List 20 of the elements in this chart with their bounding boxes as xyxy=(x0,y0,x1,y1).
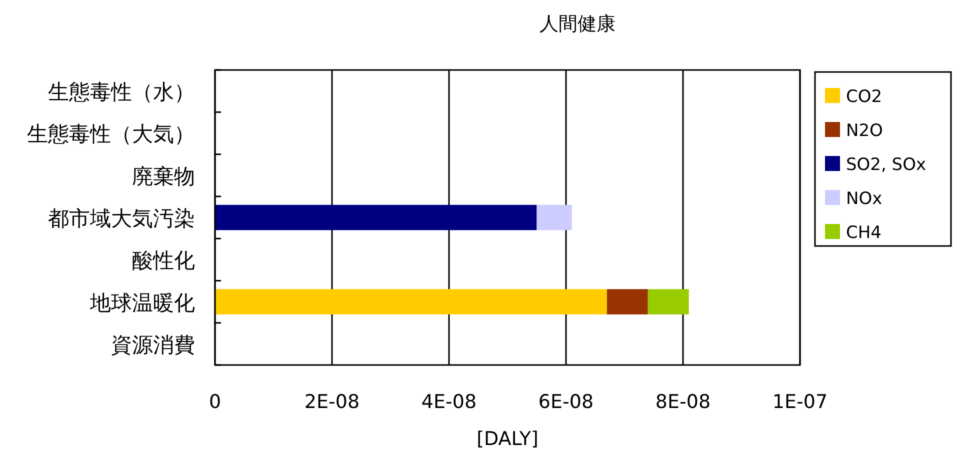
y-tick-label: 資源消費 xyxy=(111,332,195,357)
x-axis-title: [DALY] xyxy=(476,428,538,450)
x-tick-label: 0 xyxy=(208,391,222,413)
x-tick-label: 2E-08 xyxy=(304,391,360,413)
y-tick-label: 地球温暖化 xyxy=(89,290,195,315)
y-tick-label: 酸性化 xyxy=(132,248,195,273)
x-tick-label: 1E-07 xyxy=(772,391,828,413)
legend-label: CH4 xyxy=(846,223,882,243)
y-tick-label: 廃棄物 xyxy=(132,164,195,188)
x-tick-label: 4E-08 xyxy=(421,391,477,413)
legend-label: N2O xyxy=(846,121,883,141)
y-tick-label: 生態毒性（水） xyxy=(48,80,195,104)
y-tick-label: 都市域大気汚染 xyxy=(48,206,195,230)
x-tick-label: 6E-08 xyxy=(538,391,594,413)
legend-label: SO2, SOx xyxy=(846,155,926,175)
legend-label: CO2 xyxy=(846,87,882,107)
legend-label: NOx xyxy=(846,189,882,209)
y-tick-label: 生態毒性（大気） xyxy=(27,122,195,146)
x-tick-label: 8E-08 xyxy=(655,391,711,413)
chart-title: 人間健康 xyxy=(540,13,616,35)
